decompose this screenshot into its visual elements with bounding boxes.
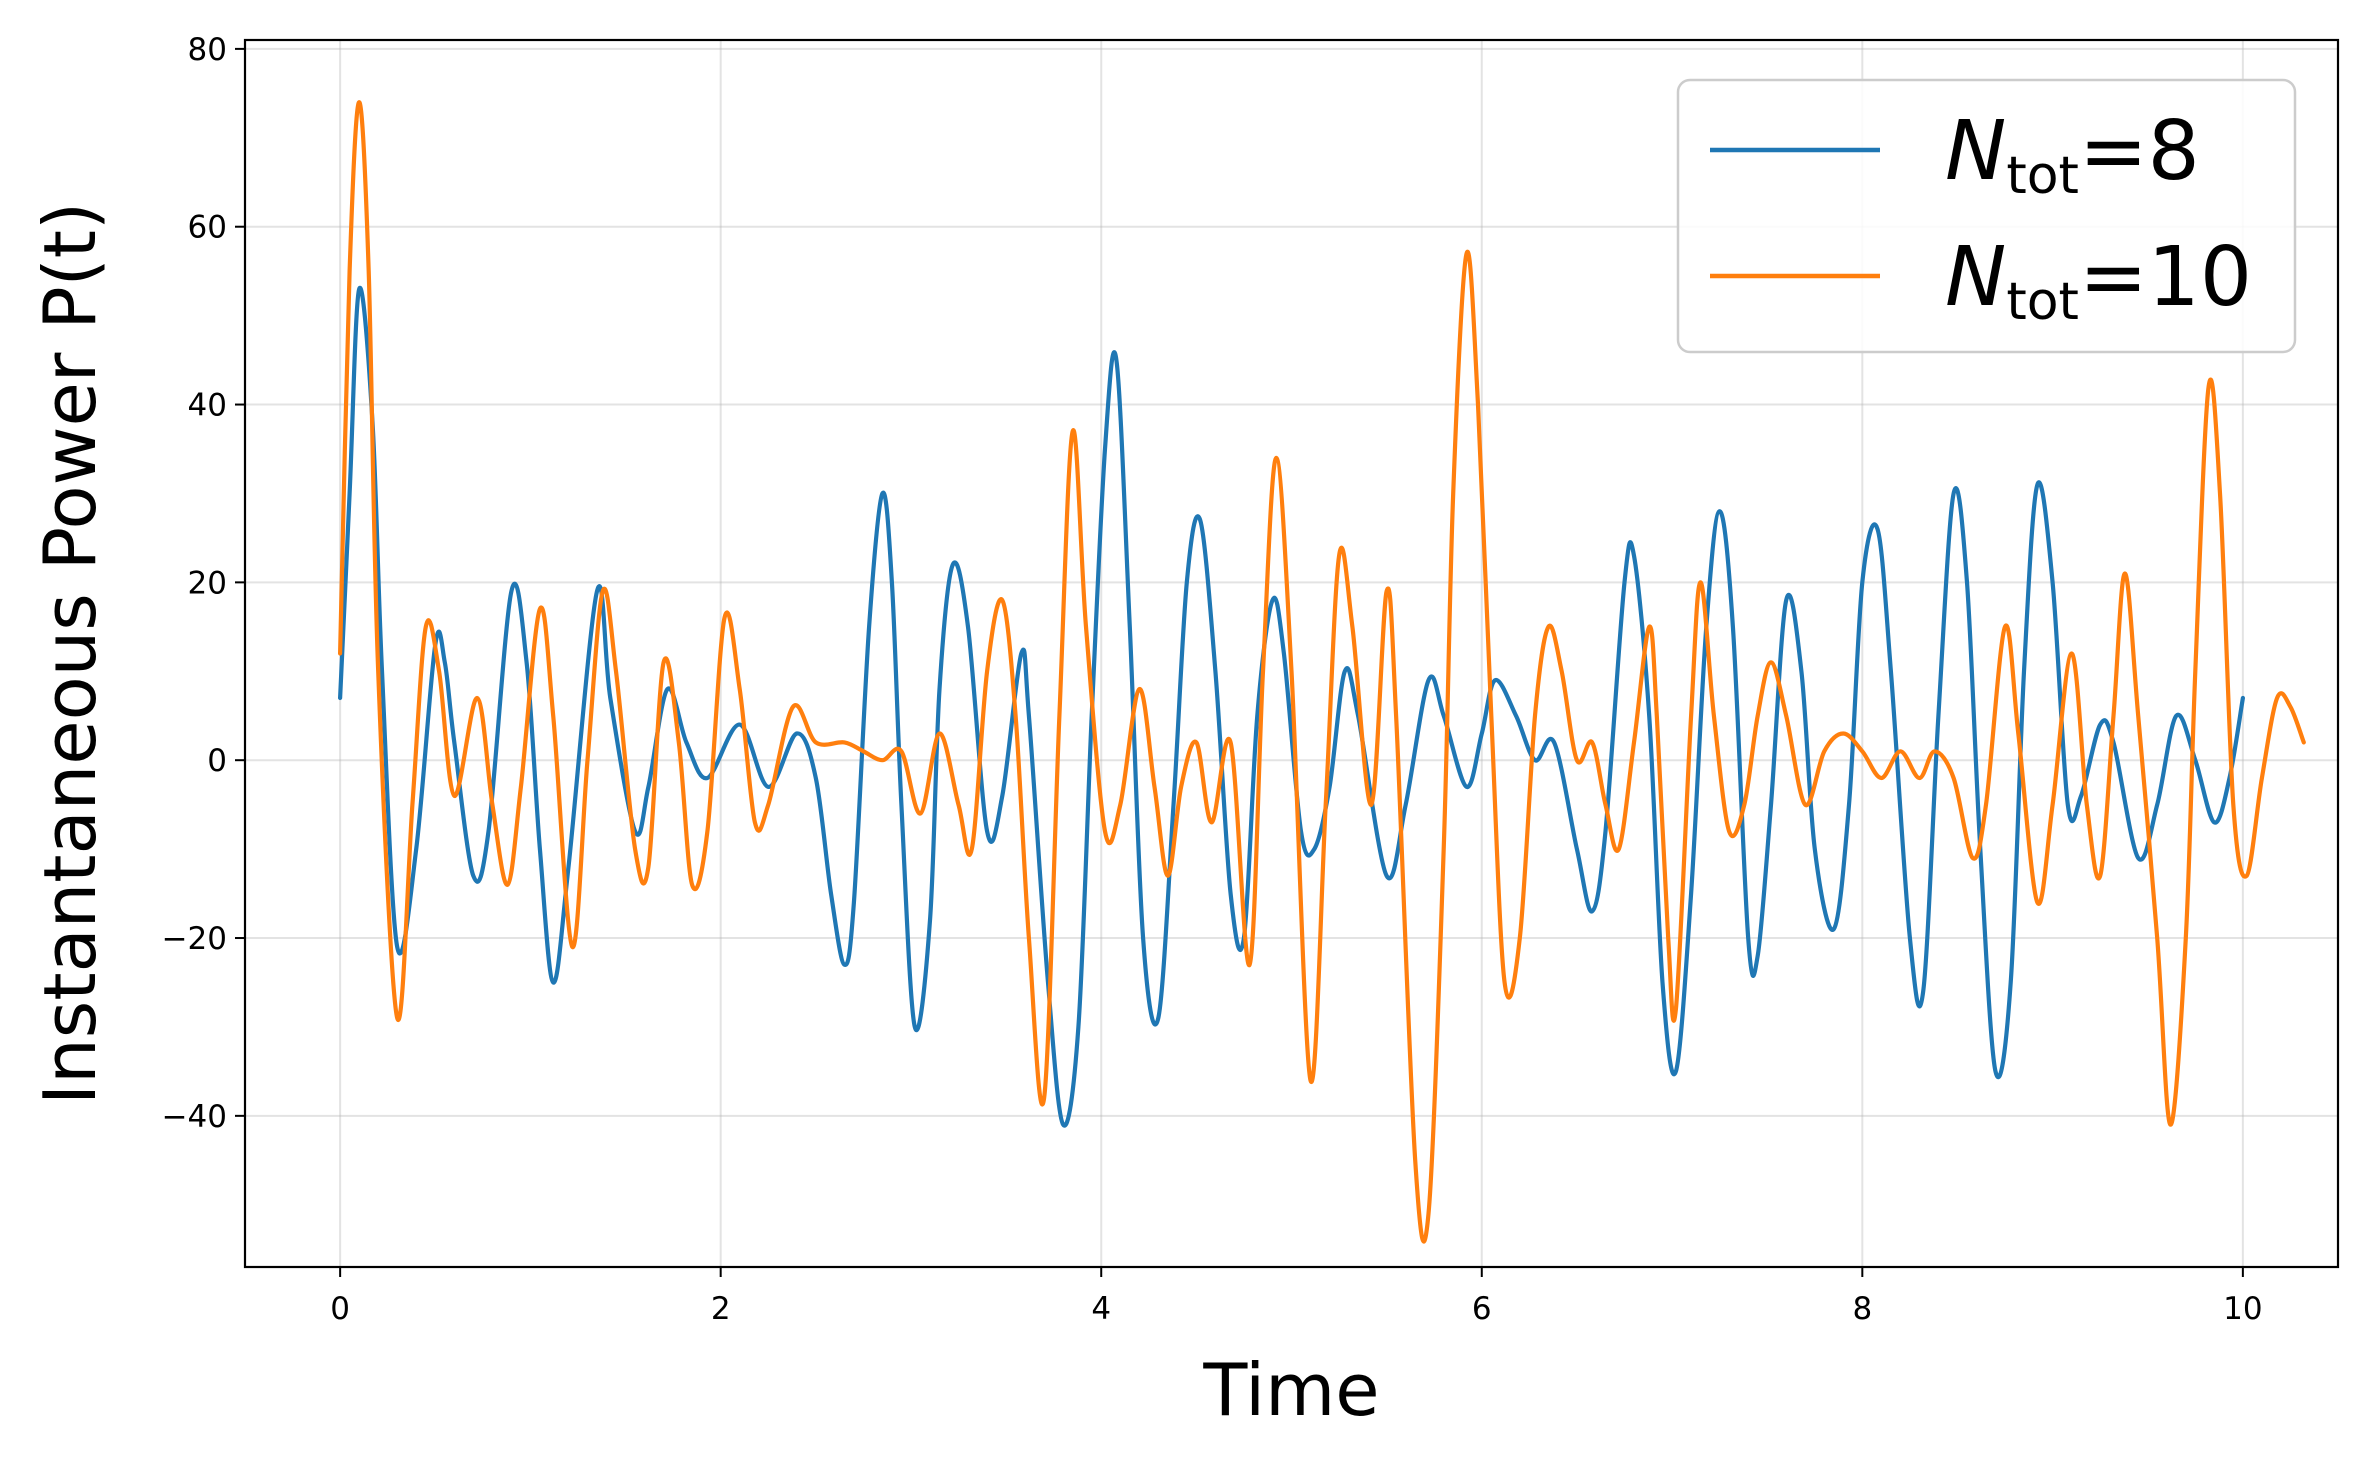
series-line-1: [338, 100, 2306, 1244]
legend-label-base: N: [1945, 104, 2006, 199]
y-tick-label: −20: [162, 921, 227, 957]
y-tick-label: 40: [188, 388, 227, 424]
y-tick-label: −40: [162, 1099, 227, 1135]
legend-label-subscript: tot: [2006, 146, 2079, 206]
x-tick-label: 6: [1472, 1291, 1492, 1327]
y-tick-label: 60: [188, 210, 227, 246]
y-tick-label: 80: [188, 32, 227, 68]
legend-label-subscript: tot: [2006, 272, 2079, 332]
x-tick-label: 0: [330, 1291, 350, 1327]
x-tick-label: 10: [2223, 1291, 2262, 1327]
legend-label-suffix: =10: [2079, 230, 2252, 325]
legend-label-1: Ntot=10: [1945, 230, 2252, 332]
plot-frame: [243, 38, 2340, 1269]
x-tick-label: 8: [1852, 1291, 1872, 1327]
y-tick-label: 20: [188, 565, 227, 601]
legend-label-0: Ntot=8: [1945, 104, 2200, 206]
legend-label-suffix: =8: [2079, 104, 2200, 199]
x-tick-label: 2: [711, 1291, 731, 1327]
tick-layer: 0 2 4 6 8 10 −40 −20 0 20 40 60 80: [162, 32, 2263, 1327]
legend-label-base: N: [1945, 230, 2006, 325]
y-tick-label: 0: [207, 743, 227, 779]
x-tick-label: 4: [1091, 1291, 1111, 1327]
series-layer: [338, 100, 2306, 1244]
x-axis-title: Time: [1202, 1348, 1379, 1432]
y-axis-title: Instantaneous Power P(t): [28, 202, 112, 1105]
